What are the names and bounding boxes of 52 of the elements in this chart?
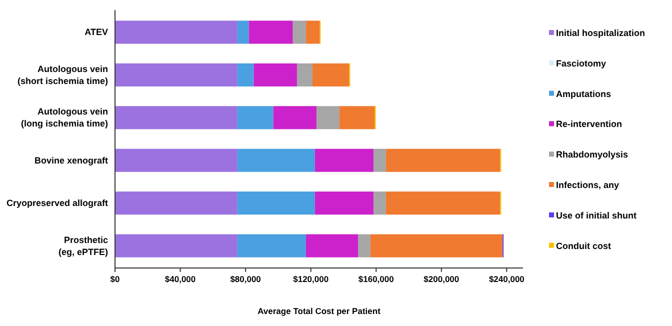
bar [115, 192, 238, 215]
y-tick-label: Autologous vein (long ischemia time) [20, 106, 108, 129]
y-tick-label: Autologous vein (short ischemia time) [17, 64, 108, 86]
bar [316, 106, 340, 130]
bar [386, 148, 500, 172]
y-tick-label: Prosthetic (eg, ePTFE) [58, 234, 108, 257]
legend-label: Infections, any [556, 180, 620, 190]
bar [370, 234, 503, 258]
x-axis-title: Average Total Cost per Patient [258, 306, 381, 316]
legend-label: Re-intervention [556, 119, 622, 130]
bar [237, 63, 254, 86]
bar [237, 106, 274, 130]
bar [339, 106, 374, 130]
x-tick-label: $40,000 [164, 274, 196, 284]
x-tick-label: $160,000 [358, 274, 394, 284]
bar [296, 63, 312, 86]
bar [237, 234, 306, 258]
legend-label: Use of initial shunt [556, 210, 637, 220]
bar [386, 192, 500, 215]
bar [115, 20, 238, 44]
bar [115, 148, 238, 172]
bar [314, 148, 374, 172]
x-tick-label: $80,000 [230, 274, 262, 284]
bar [237, 20, 249, 44]
x-tick-label: $120,000 [293, 274, 329, 284]
x-tick-label: $240,000 [488, 274, 525, 284]
bar [306, 20, 320, 44]
bar [374, 192, 386, 215]
bar [374, 148, 386, 172]
legend-label: Initial hospitalization [556, 28, 646, 38]
legend-label: Conduit cost [556, 240, 611, 251]
bar [115, 234, 238, 258]
bar [248, 20, 293, 44]
bar [306, 234, 358, 258]
y-tick-label: Cryopreserved allograft [6, 198, 108, 208]
y-tick-label: ATEV [84, 27, 108, 38]
bar [115, 63, 238, 86]
bar [273, 106, 317, 130]
legend-label: Rhabdomyolysis [556, 150, 628, 160]
bar [115, 106, 238, 130]
bar [292, 20, 306, 44]
y-tick-label: Bovine xenograft [34, 155, 108, 166]
bar [237, 192, 315, 215]
bar [237, 148, 315, 172]
legend-label: Fasciotomy [556, 58, 606, 68]
bar [312, 63, 350, 86]
bar [358, 234, 370, 258]
bar [254, 63, 297, 86]
x-tick-label: $200,000 [424, 274, 460, 284]
x-tick-label: $0 [110, 274, 120, 284]
bar [314, 192, 374, 215]
legend-label: Amputations [556, 88, 611, 99]
